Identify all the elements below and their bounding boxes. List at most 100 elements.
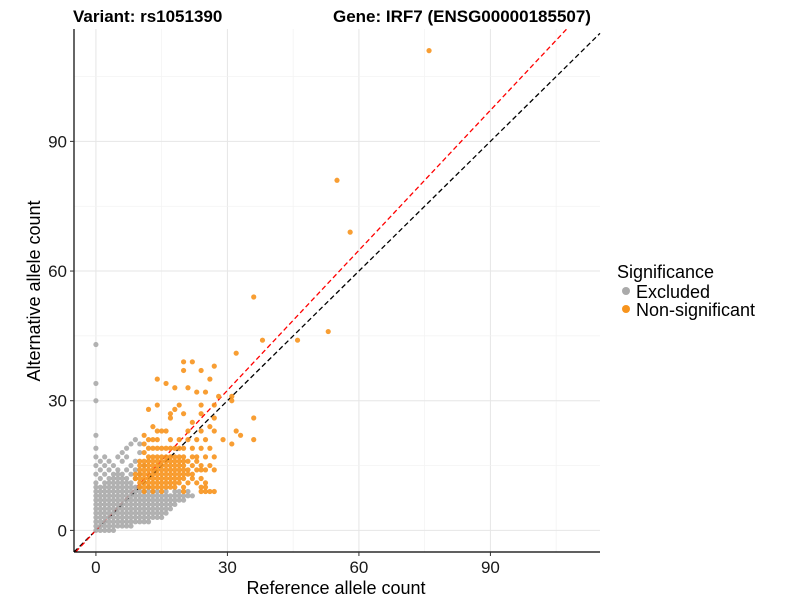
data-point [172, 493, 178, 499]
data-point [128, 519, 134, 525]
data-point [202, 480, 209, 486]
data-point [167, 480, 174, 486]
data-point [172, 480, 178, 486]
data-point [110, 501, 117, 508]
data-point [198, 484, 204, 490]
data-point [172, 484, 178, 490]
data-point [128, 462, 134, 469]
data-point [150, 488, 156, 495]
chart-title-right: Gene: IRF7 (ENSG00000185507) [333, 7, 591, 26]
data-point [159, 462, 165, 469]
data-point [202, 488, 209, 495]
data-point [102, 493, 108, 499]
data-point [106, 527, 112, 533]
data-point [172, 467, 178, 473]
data-point [132, 514, 138, 521]
data-point [137, 449, 143, 456]
legend-swatch-excluded [622, 287, 630, 295]
data-point [119, 449, 125, 456]
data-point [154, 471, 160, 477]
data-point [141, 514, 147, 521]
data-point [150, 493, 156, 499]
data-point [211, 415, 217, 421]
data-point [115, 514, 121, 521]
data-point [128, 441, 134, 447]
data-point [110, 527, 117, 533]
data-point [97, 501, 103, 508]
data-point [202, 454, 209, 460]
data-point [207, 424, 213, 430]
data-point [132, 471, 138, 477]
data-point [119, 484, 125, 490]
data-point [115, 510, 121, 516]
data-point [154, 458, 160, 464]
data-point [97, 519, 103, 525]
data-point [167, 454, 174, 460]
data-point [150, 467, 156, 473]
data-point [128, 497, 134, 503]
data-point [124, 519, 130, 525]
data-point [145, 497, 152, 503]
data-point [106, 497, 112, 503]
data-point [163, 484, 169, 490]
data-point [172, 406, 178, 412]
data-point [124, 497, 130, 503]
data-point [97, 493, 103, 499]
data-point [176, 480, 182, 486]
data-point [145, 510, 152, 516]
data-point [154, 501, 160, 508]
data-point [325, 328, 331, 335]
data-point [119, 519, 125, 525]
data-point [172, 488, 178, 495]
data-point [145, 445, 152, 451]
data-point [141, 467, 147, 473]
data-point [128, 493, 134, 499]
data-point [185, 493, 191, 499]
data-point [150, 497, 156, 503]
data-point [150, 445, 156, 451]
data-point [132, 501, 138, 508]
data-point [141, 510, 147, 516]
data-point [198, 488, 204, 495]
data-point [163, 480, 169, 486]
data-point [159, 428, 165, 434]
data-point [115, 506, 121, 512]
data-point [132, 488, 138, 495]
data-point [137, 506, 143, 512]
data-point [102, 484, 108, 490]
data-point [194, 389, 200, 395]
data-point [102, 523, 108, 529]
data-point [102, 501, 108, 508]
data-point [137, 488, 143, 495]
data-point [102, 506, 108, 512]
data-point [167, 506, 174, 512]
data-point [110, 484, 117, 490]
data-point [93, 480, 99, 486]
data-point [163, 501, 169, 508]
data-point [176, 462, 182, 469]
legend: Significance Excluded Non-significant [617, 262, 755, 320]
data-point [294, 337, 301, 343]
data-point [259, 337, 266, 343]
data-point [167, 484, 174, 490]
data-point [211, 402, 217, 408]
data-point [189, 493, 195, 499]
data-point [137, 471, 143, 477]
data-point [185, 437, 191, 443]
data-point [132, 437, 138, 443]
data-point [229, 393, 235, 399]
data-point [202, 389, 209, 395]
data-point [97, 467, 103, 473]
data-point [115, 484, 121, 490]
data-point [124, 523, 130, 529]
data-point [189, 454, 195, 460]
data-point [124, 488, 130, 495]
data-point [185, 428, 191, 434]
data-point [251, 294, 257, 300]
data-point [137, 467, 143, 473]
data-point [167, 501, 174, 508]
data-point [426, 48, 432, 54]
data-point [180, 493, 187, 499]
data-point [145, 506, 152, 512]
